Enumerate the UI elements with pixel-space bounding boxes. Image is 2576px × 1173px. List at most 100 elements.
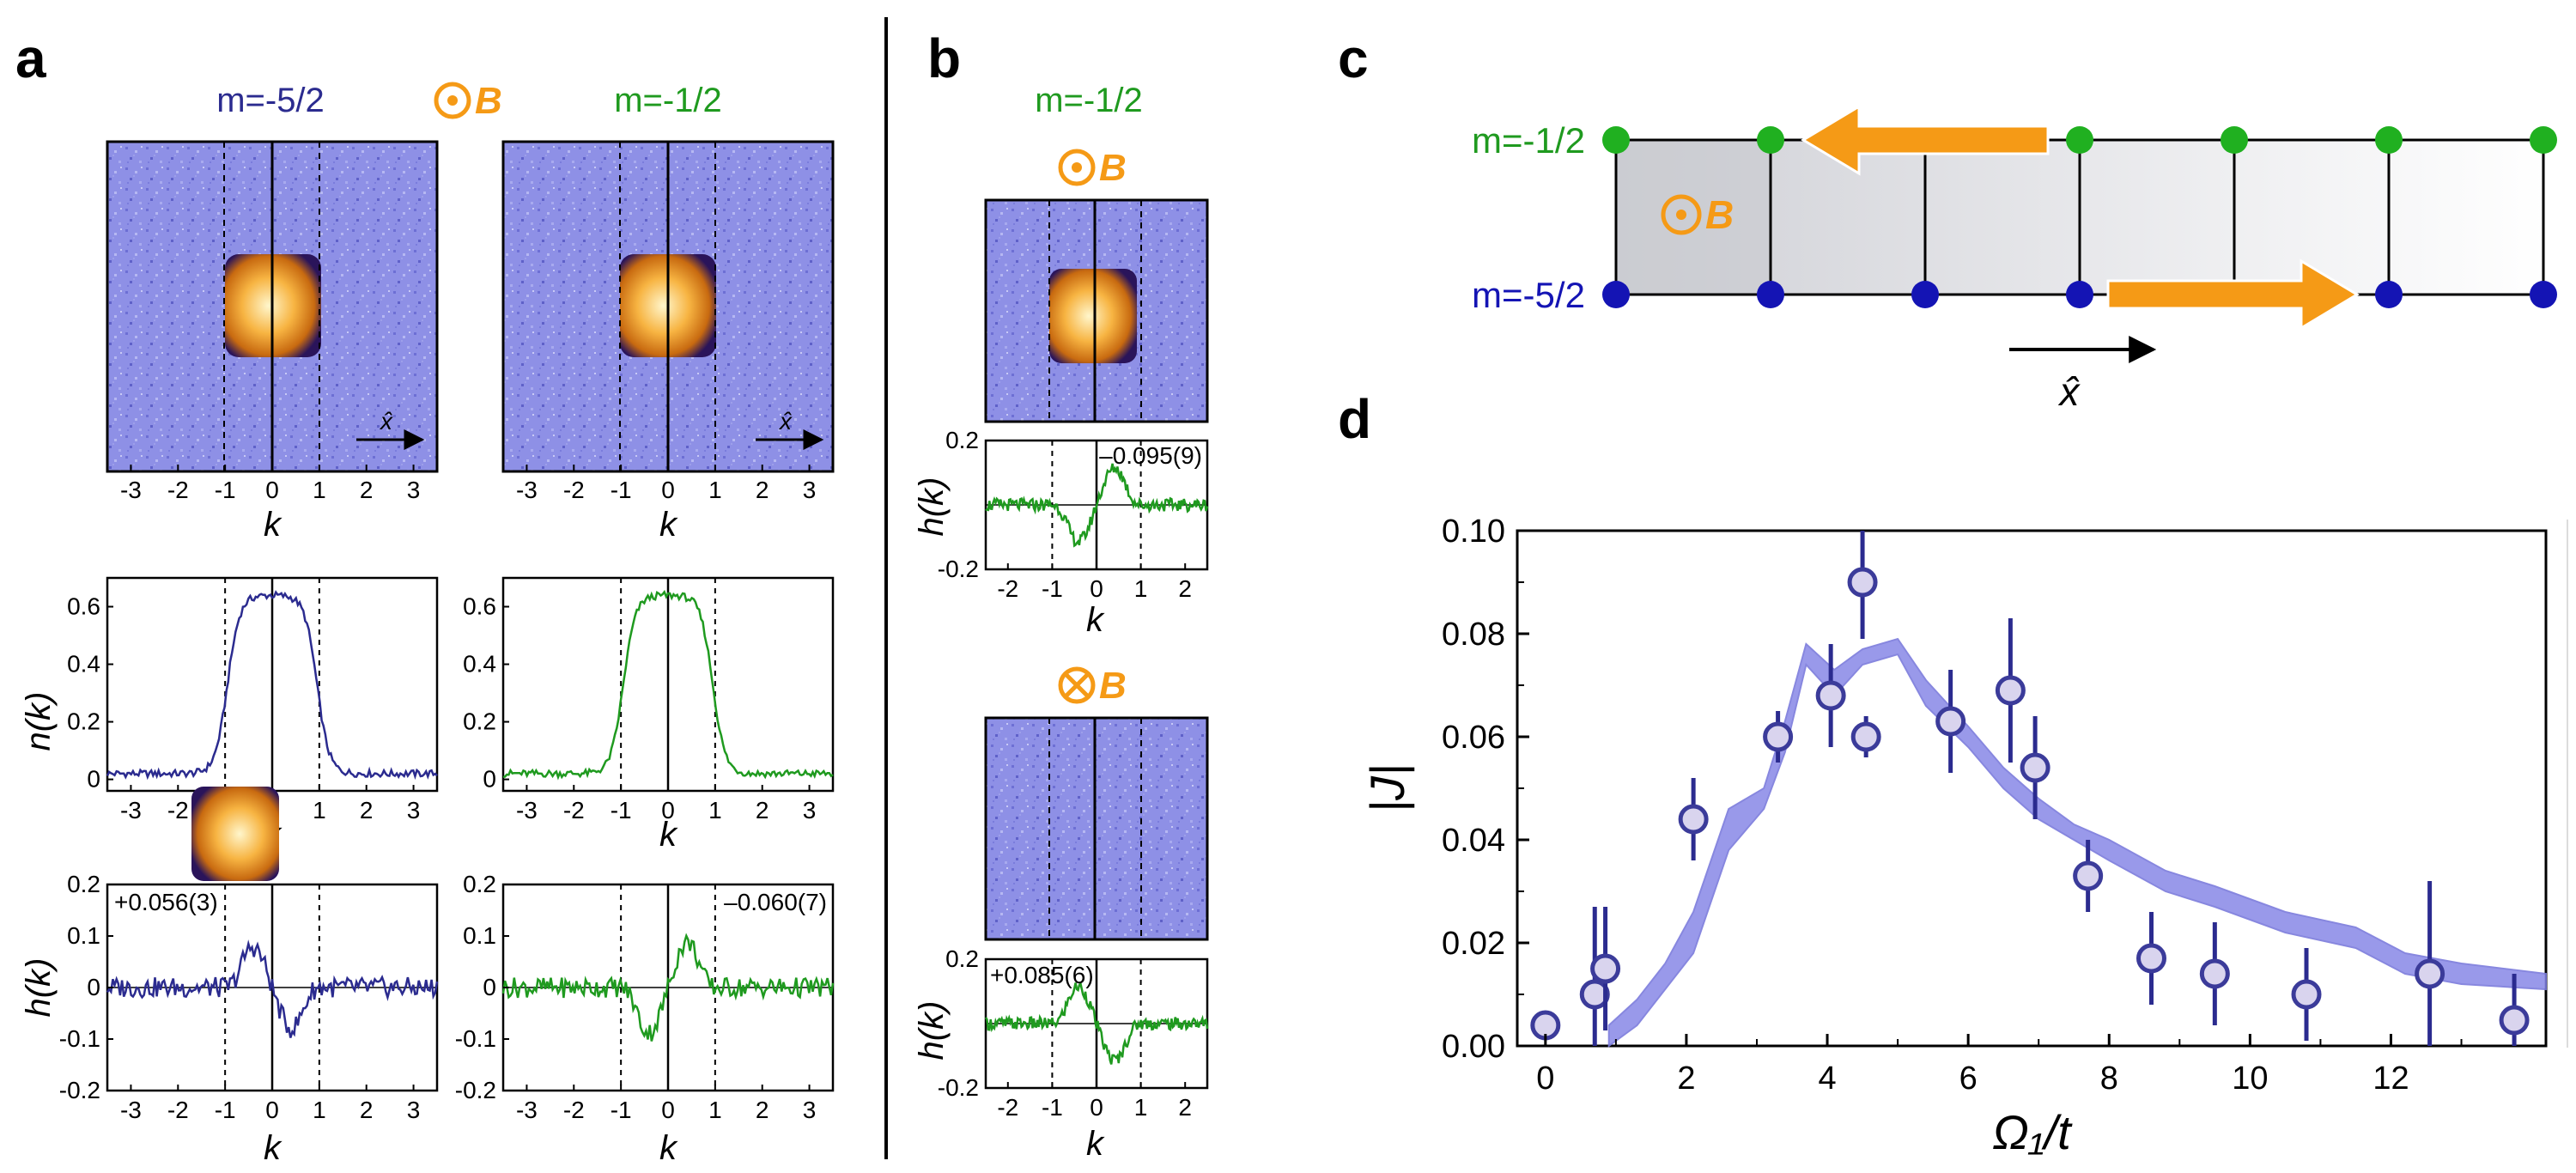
x-tick-label: -1 xyxy=(215,477,236,503)
x-tick-label: -1 xyxy=(1042,1094,1063,1121)
data-point xyxy=(2415,958,2445,989)
y-tick-label: 0.2 xyxy=(67,871,100,897)
y-tick-label: 0.00 xyxy=(1442,1029,1505,1065)
field-b-label-bottom: B xyxy=(1099,665,1127,707)
y-tick-label: -0.2 xyxy=(938,1074,979,1101)
y-tick-label: 0.02 xyxy=(1442,926,1505,962)
x-tick-label: 0 xyxy=(265,477,279,503)
hk-plot-b-top: -2 -1 0 1 2 0.2 -0.2 xyxy=(938,427,1209,602)
panel-label-c: c xyxy=(1338,27,1369,89)
hb-top-x-label: k xyxy=(1086,601,1105,639)
xhat-label: x̂ xyxy=(379,408,393,435)
panel-label-b: b xyxy=(927,27,961,89)
x-tick-label: 1 xyxy=(708,797,722,824)
x-tick-label: 0 xyxy=(661,797,675,824)
data-point xyxy=(1763,721,1794,752)
panel-b-title: m=-1/2 xyxy=(1035,82,1143,119)
y-tick-label: 0.04 xyxy=(1442,823,1505,859)
y-tick-label: 0.2 xyxy=(463,708,496,735)
chart-x-label: Ω₁/t xyxy=(1992,1105,2073,1159)
absorption-image-m-5-2 xyxy=(106,140,439,473)
x-tick-label: -1 xyxy=(611,797,632,824)
hk-left-x-label: k xyxy=(264,1129,283,1167)
data-point xyxy=(1847,567,1878,598)
x-tick-label: 4 xyxy=(1818,1061,1836,1097)
y-ticks: 0.00 0.02 0.04 0.06 0.08 0.10 xyxy=(1442,514,1529,1065)
image-left-x-label: k xyxy=(264,506,283,544)
hb-bot-y-label: h(k) xyxy=(913,1001,951,1061)
x-tick-label: -2 xyxy=(167,1097,189,1123)
x-tick-label: 2 xyxy=(756,1097,769,1123)
ladder-label-top: m=-1/2 xyxy=(1472,120,1585,161)
y-tick-label: -0.2 xyxy=(938,556,979,582)
field-b-label: B xyxy=(475,80,502,122)
data-point xyxy=(1850,721,1881,752)
x-tick-label: 0 xyxy=(661,477,675,503)
x-tick-label: -2 xyxy=(167,477,189,503)
data-point xyxy=(1815,680,1846,711)
x-tick-label: 2 xyxy=(1178,1094,1192,1121)
h-value-right: –0.060(7) xyxy=(724,889,827,915)
x-tick-label: 2 xyxy=(756,797,769,824)
data-point xyxy=(1590,953,1621,984)
theory-band-shape xyxy=(1607,637,2547,1048)
nk-right-x-label: k xyxy=(659,816,678,854)
field-out-of-page-icon-c xyxy=(1661,194,1702,235)
x-tick-label: -2 xyxy=(997,575,1018,602)
x-tick-label: 6 xyxy=(1959,1061,1978,1097)
x-ticks: 0 2 4 6 8 10 12 xyxy=(1536,1034,2463,1097)
hk-plot-b-bottom: -2 -1 0 1 2 0.2 -0.2 xyxy=(938,945,1209,1121)
data-point xyxy=(2499,1005,2530,1036)
x-tick-label: 2 xyxy=(360,1097,374,1123)
nk-plot-m-1-2: -3 -2 -1 0 1 2 3 0 0.2 0.4 0.6 xyxy=(463,576,835,824)
y-tick-label: 0 xyxy=(87,766,100,793)
data-trace xyxy=(984,981,1209,1065)
ladder-label-bottom: m=-5/2 xyxy=(1472,275,1585,315)
x-tick-label: -3 xyxy=(516,797,538,824)
y-tick-label: 0.4 xyxy=(67,651,100,678)
y-tick-label: 0 xyxy=(87,974,100,1000)
title-m-1-2: m=-1/2 xyxy=(614,82,722,119)
x-tick-label: 2 xyxy=(1677,1061,1695,1097)
x-tick-label: -3 xyxy=(120,797,142,824)
x-tick-label: 8 xyxy=(2100,1061,2118,1097)
y-tick-label: 0.1 xyxy=(463,922,496,949)
x-tick-label: -1 xyxy=(611,1097,632,1123)
x-tick-label: 3 xyxy=(407,477,421,503)
hk-plot-m-5-2: -3 -2 -1 0 1 2 3 0.2 0.1 0 -0.1 -0.2 xyxy=(59,871,439,1123)
theory-band xyxy=(1607,637,2547,1048)
x-tick-label: -2 xyxy=(997,1094,1018,1121)
image-left-x-ticks: -3 -2 -1 0 1 2 3 xyxy=(120,465,420,503)
x-tick-label: 1 xyxy=(1134,575,1148,602)
x-tick-label: -3 xyxy=(516,1097,538,1123)
x-tick-label: 2 xyxy=(1178,575,1192,602)
nk-axis-label: n(k) xyxy=(20,692,58,751)
current-arrow-right-icon xyxy=(2106,258,2360,331)
h-value-b-bottom: +0.085(6) xyxy=(990,962,1094,988)
x-tick-label: -3 xyxy=(120,1097,142,1123)
x-tick-label: -2 xyxy=(563,477,585,503)
y-tick-label: -0.1 xyxy=(455,1025,496,1052)
data-trace xyxy=(985,463,1209,548)
y-tick-label: 0.6 xyxy=(463,593,496,620)
hk-right-x-label: k xyxy=(659,1129,678,1167)
x-tick-label: 2 xyxy=(360,797,374,824)
data-trace xyxy=(502,589,834,781)
y-tick-label: 0.2 xyxy=(945,945,979,972)
field-b-label-top: B xyxy=(1099,147,1127,189)
x-tick-label: 3 xyxy=(407,1097,421,1123)
x-tick-label: -1 xyxy=(215,1097,236,1123)
field-out-of-page-icon xyxy=(434,82,471,119)
x-tick-label: 3 xyxy=(803,797,817,824)
title-m-5-2: m=-5/2 xyxy=(216,82,325,119)
data-point xyxy=(2291,979,2322,1010)
y-tick-label: 0.2 xyxy=(67,708,100,735)
field-into-page-icon xyxy=(1058,666,1096,704)
y-tick-label: 0.08 xyxy=(1442,617,1505,653)
x-tick-label: -2 xyxy=(563,1097,585,1123)
data-point xyxy=(2020,752,2050,783)
x-tick-label: -2 xyxy=(167,797,189,824)
data-point xyxy=(1678,804,1709,835)
y-tick-label: 0.1 xyxy=(67,922,100,949)
